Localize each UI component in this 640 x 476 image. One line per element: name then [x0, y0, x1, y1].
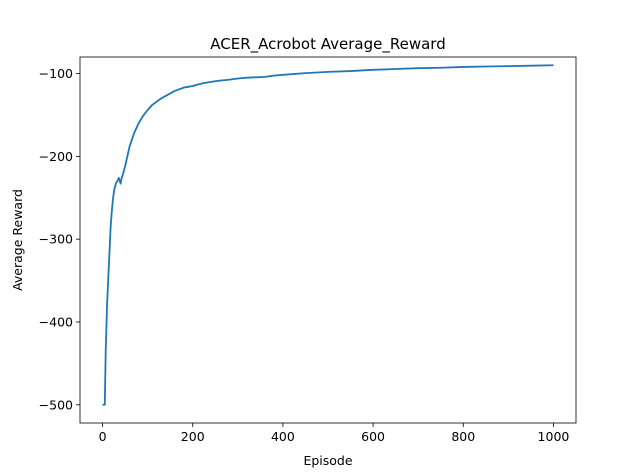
y-tick-label: −500 — [39, 397, 73, 412]
plot-frame — [79, 56, 577, 424]
plot-area-background — [80, 57, 576, 423]
x-tick-label: 1000 — [538, 429, 570, 444]
x-tick-label: 800 — [451, 429, 475, 444]
x-tick-label: 200 — [181, 429, 205, 444]
x-tick-label: 600 — [361, 429, 385, 444]
y-tick-label: −200 — [39, 149, 73, 164]
y-tick-label: −300 — [39, 232, 73, 247]
x-tick-label: 400 — [271, 429, 295, 444]
ticks-layer: 0 200 400 600 800 1000 −500 −400 −300 −200 −100 — [39, 66, 570, 444]
y-tick-label: −100 — [39, 66, 73, 81]
series-layer — [102, 64, 554, 406]
x-axis-label: Episode — [303, 453, 352, 468]
y-axis-label: Average Reward — [10, 189, 25, 291]
y-tick-label: −400 — [39, 314, 73, 329]
chart-title: ACER_Acrobot Average_Reward — [210, 35, 445, 54]
x-tick-label: 0 — [99, 429, 107, 444]
series-line-0 — [102, 64, 554, 406]
